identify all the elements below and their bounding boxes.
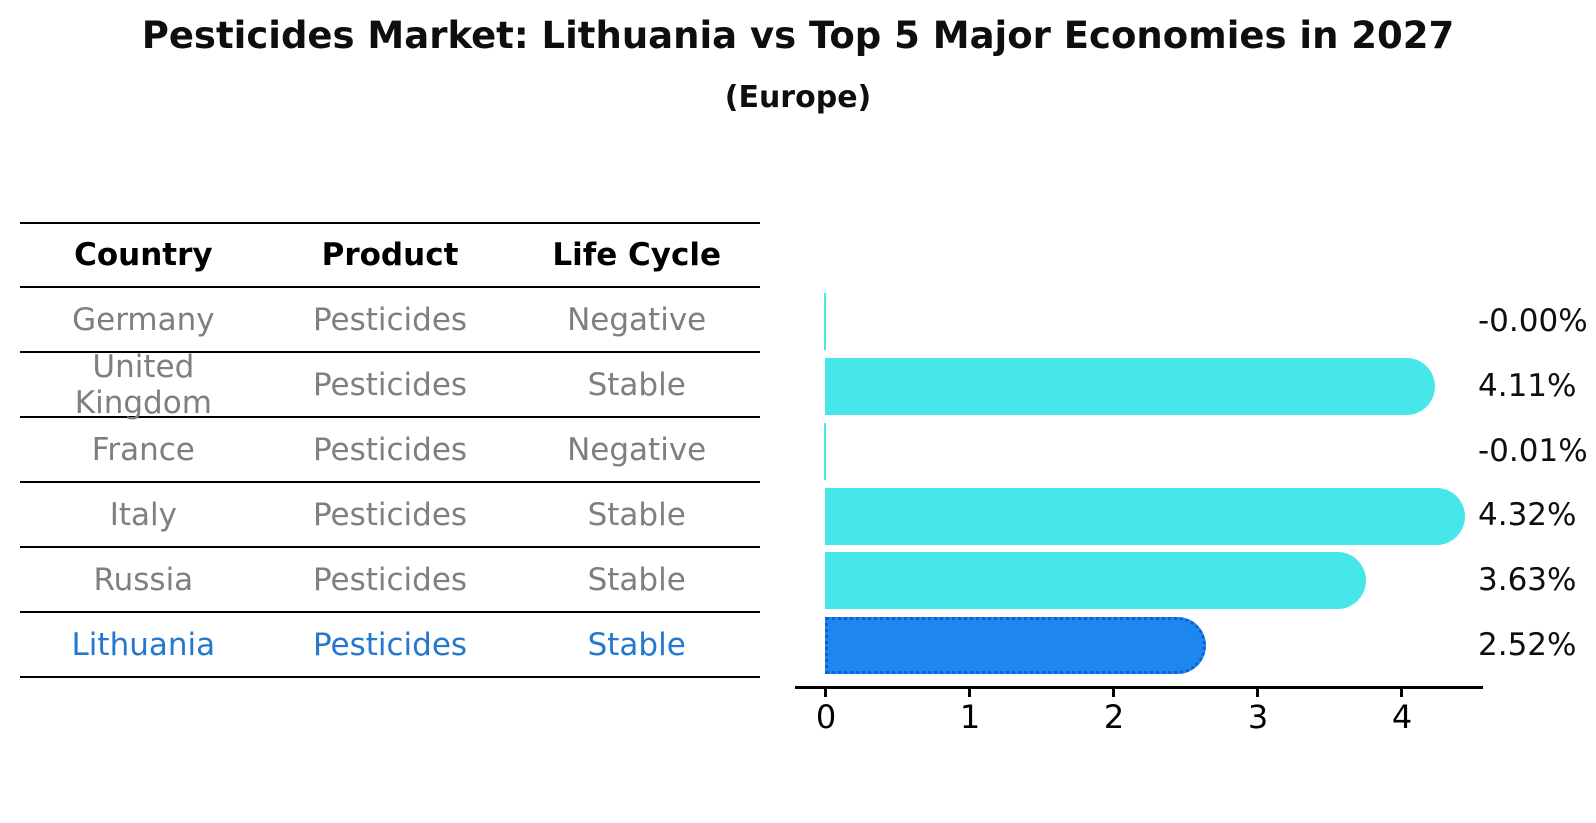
x-tick-label: 1: [959, 698, 981, 736]
table-row-russia: Russia Pesticides Stable: [20, 548, 760, 613]
bar-russia: [825, 552, 1366, 609]
bar-italy: [825, 488, 1465, 545]
x-axis-line: [795, 686, 1483, 689]
x-tick-label: 0: [815, 698, 837, 736]
cell-lifecycle: Negative: [567, 431, 707, 468]
cell-product: Pesticides: [312, 301, 468, 338]
table-row-italy: Italy Pesticides Stable: [20, 483, 760, 548]
table-row-united-kingdom: United Kingdom Pesticides Stable: [20, 349, 760, 421]
x-tick-label: 4: [1391, 698, 1413, 736]
col-header-product: Product: [321, 237, 459, 273]
cell-lifecycle: Negative: [567, 301, 707, 338]
bar-united-kingdom: [825, 358, 1435, 415]
value-label: -0.01%: [1478, 433, 1588, 469]
cell-country: Lithuania: [71, 626, 216, 663]
chart-subtitle: (Europe): [724, 80, 872, 115]
value-label: 3.63%: [1478, 562, 1577, 598]
x-tick: [1112, 688, 1115, 697]
value-label: -0.00%: [1478, 303, 1588, 339]
value-label: 2.52%: [1478, 627, 1577, 663]
cell-country: Russia: [93, 561, 194, 598]
chart-title: Pesticides Market: Lithuania vs Top 5 Ma…: [141, 14, 1455, 57]
cell-product: Pesticides: [312, 431, 468, 468]
x-tick: [824, 688, 827, 697]
cell-product: Pesticides: [312, 626, 468, 663]
col-header-lifecycle: Life Cycle: [552, 237, 722, 273]
x-tick-label: 2: [1103, 698, 1125, 736]
x-tick-label: 3: [1247, 698, 1269, 736]
value-label: 4.32%: [1478, 497, 1577, 533]
cell-country: Germany: [72, 301, 215, 338]
col-header-country: Country: [74, 237, 213, 273]
x-tick: [1400, 688, 1403, 697]
bar-france: [824, 423, 826, 480]
x-tick: [1256, 688, 1259, 697]
cell-product: Pesticides: [312, 496, 468, 533]
cell-product: Pesticides: [312, 561, 468, 598]
cell-product: Pesticides: [312, 366, 468, 403]
table-row-lithuania: Lithuania Pesticides Stable: [20, 613, 760, 678]
cell-lifecycle: Stable: [587, 626, 686, 663]
cell-country: France: [91, 431, 195, 468]
cell-lifecycle: Stable: [587, 366, 686, 403]
value-label: 4.11%: [1478, 368, 1577, 404]
table-row-france: France Pesticides Negative: [20, 418, 760, 483]
cell-lifecycle: Stable: [587, 496, 686, 533]
table-row-germany: Germany Pesticides Negative: [20, 288, 760, 353]
cell-lifecycle: Stable: [587, 561, 686, 598]
table-header-row: Country Product Life Cycle: [20, 224, 760, 288]
cell-country: Italy: [109, 496, 177, 533]
cell-country: United Kingdom: [74, 348, 212, 421]
bar-germany: [824, 293, 826, 350]
x-tick: [968, 688, 971, 697]
comparison-table: Country Product Life Cycle Germany Pesti…: [20, 222, 760, 678]
bar-lithuania: [825, 617, 1206, 674]
